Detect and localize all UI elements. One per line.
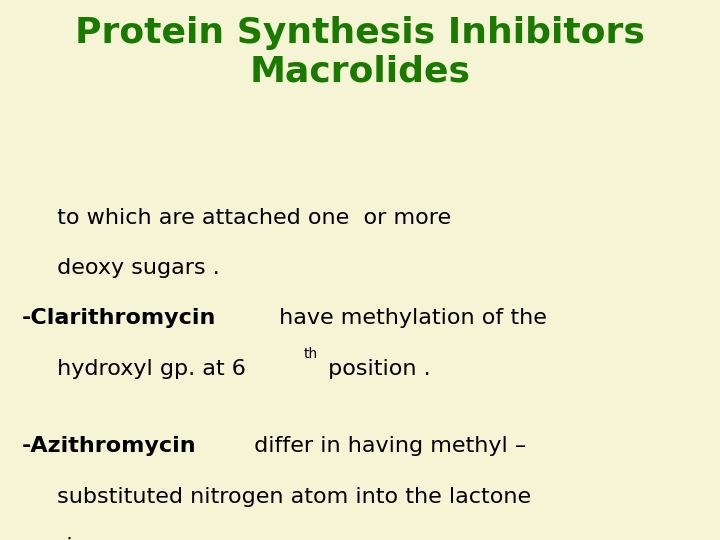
Text: hydroxyl gp. at 6: hydroxyl gp. at 6 [50, 359, 246, 379]
Text: ring .: ring . [50, 537, 115, 540]
Text: to which are attached one  or more: to which are attached one or more [50, 208, 451, 228]
Text: -Azithromycin: -Azithromycin [22, 436, 197, 456]
Text: deoxy sugars .: deoxy sugars . [50, 258, 220, 278]
Text: th: th [303, 347, 318, 361]
Text: differ in having methyl –: differ in having methyl – [247, 436, 526, 456]
Text: Protein Synthesis Inhibitors
Macrolides: Protein Synthesis Inhibitors Macrolides [75, 16, 645, 88]
Text: -Clarithromycin: -Clarithromycin [22, 308, 216, 328]
Text: substituted nitrogen atom into the lactone: substituted nitrogen atom into the lacto… [50, 487, 531, 507]
Text: have methylation of the: have methylation of the [272, 308, 547, 328]
Text: position .: position . [321, 359, 431, 379]
